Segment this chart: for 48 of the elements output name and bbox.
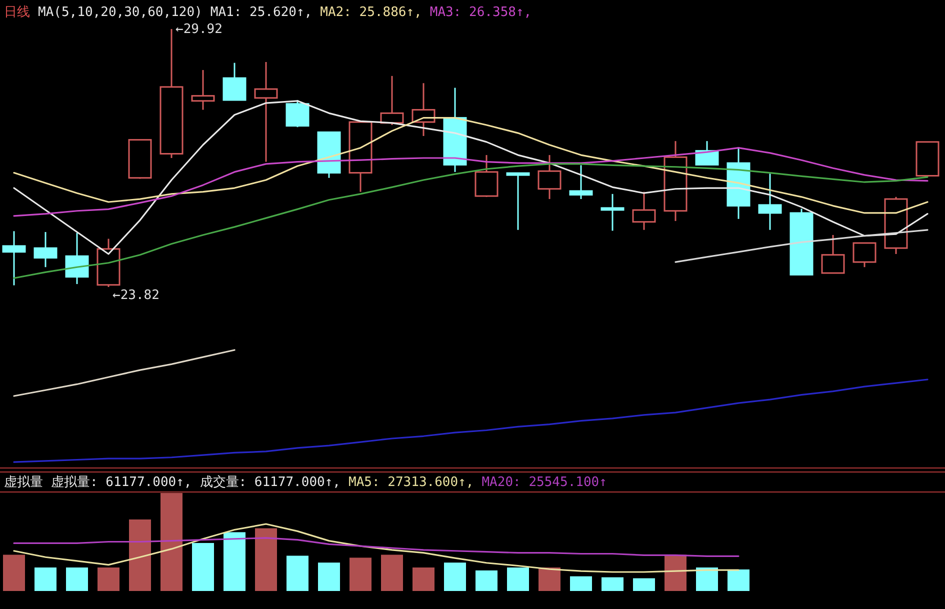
bar [507, 567, 529, 591]
bar [412, 567, 434, 591]
bar [476, 570, 498, 591]
chart-title: 虚拟量 [4, 475, 43, 490]
text: ←23.82 [112, 288, 160, 303]
candlestick [65, 232, 89, 285]
bar [160, 493, 182, 591]
bar [570, 576, 592, 591]
text: MA1: 25.620↑, [210, 5, 312, 20]
bar [255, 528, 277, 591]
chart-subtitle: MA(5,10,20,30,60,120) [38, 5, 202, 20]
bar [3, 554, 25, 591]
bar [224, 532, 246, 591]
bar [633, 578, 655, 591]
candlestick [664, 140, 688, 222]
candlestick [254, 61, 278, 163]
bar [66, 567, 88, 591]
bar [129, 519, 151, 591]
bar [192, 542, 214, 591]
text: MA20: 25545.100↑ [482, 475, 607, 490]
candlestick [538, 154, 562, 200]
candlestick [34, 231, 58, 268]
candlestick [191, 69, 215, 111]
text: 成交量: 61177.000↑, [200, 474, 340, 490]
bar [602, 577, 624, 591]
text: 虚拟量: 61177.000↑, [51, 475, 192, 490]
bar [538, 567, 560, 591]
text: MA3: 26.358↑, [430, 5, 532, 20]
text: MA2: 25.886↑, [320, 5, 422, 20]
candlestick [600, 193, 624, 232]
bar [34, 567, 56, 591]
candlestick [412, 82, 436, 137]
text: MA5: 27313.600↑, [348, 475, 474, 490]
candlestick [758, 172, 782, 231]
bar [696, 567, 718, 591]
candlestick [632, 191, 656, 231]
candlestick [2, 230, 26, 286]
bar [286, 556, 308, 591]
bar [381, 554, 403, 591]
chart-title: 日线 [4, 5, 30, 20]
bar [444, 562, 466, 591]
bar [664, 554, 686, 591]
bar [98, 567, 120, 591]
annotation: ←29.92 [176, 22, 222, 37]
bar [350, 558, 372, 591]
candlestick [443, 87, 467, 173]
bar [318, 562, 340, 591]
bar [728, 569, 750, 591]
